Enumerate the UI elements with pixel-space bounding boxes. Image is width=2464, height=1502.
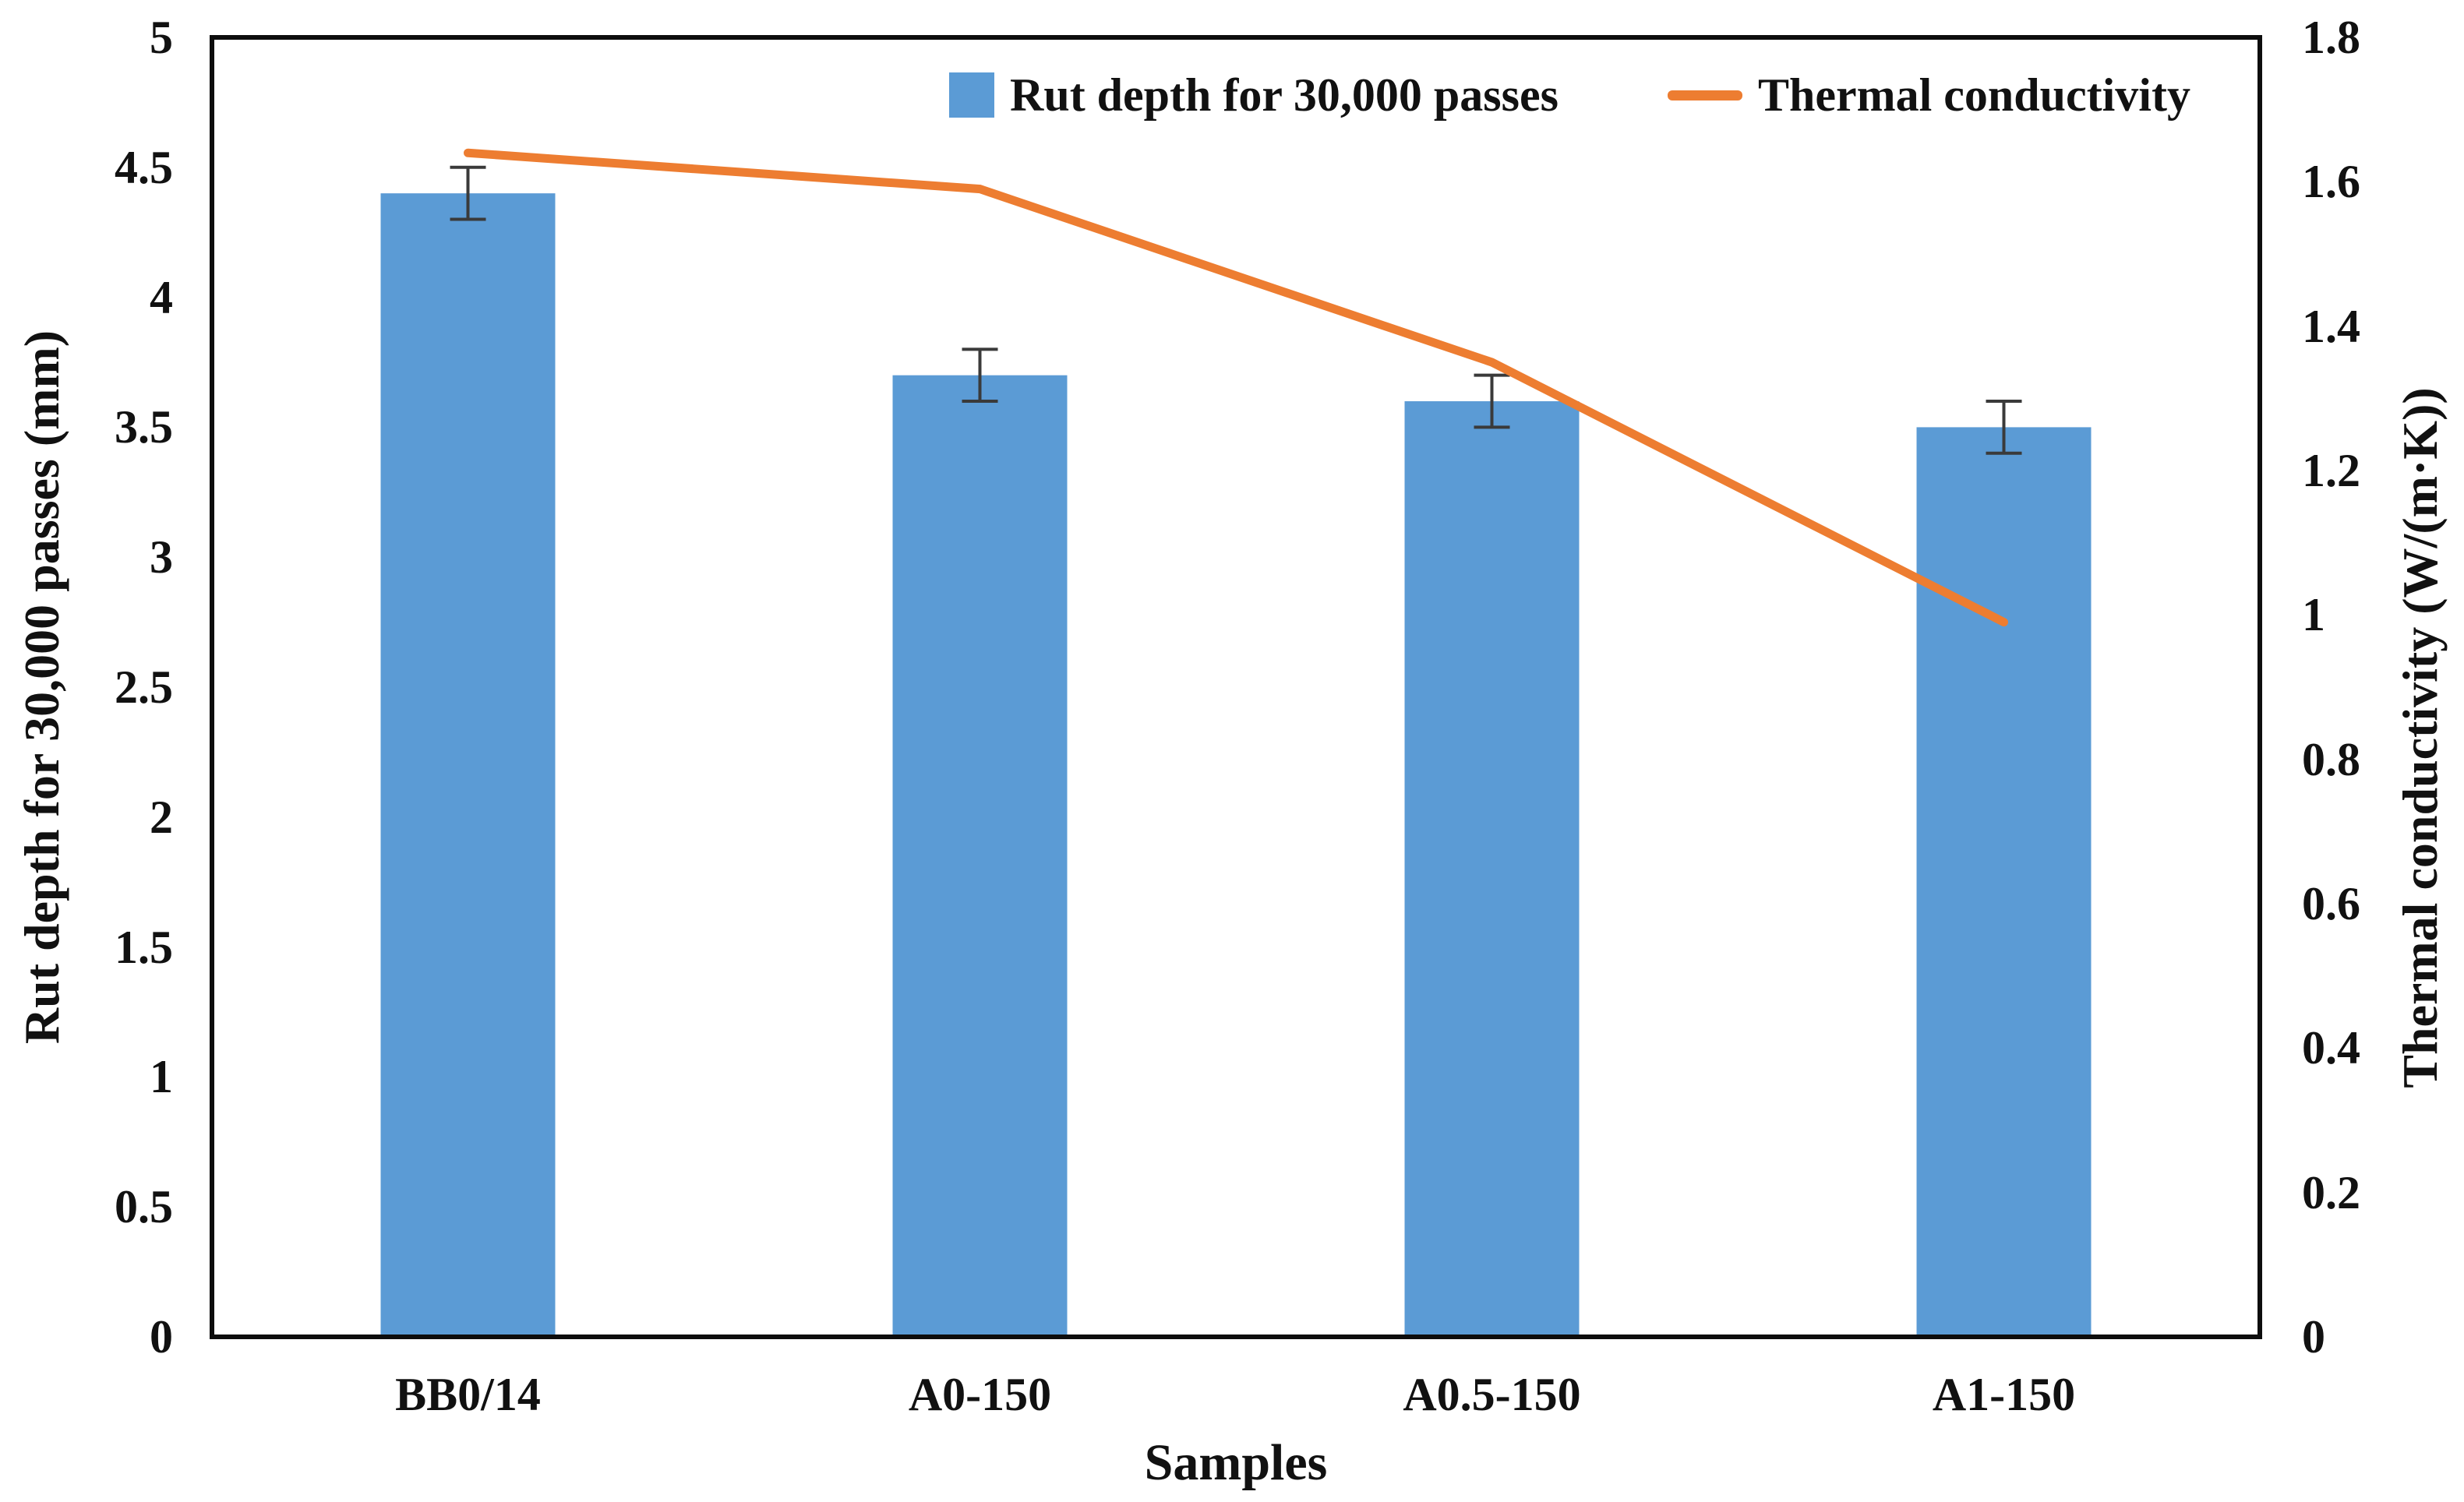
bar-A0-150 xyxy=(892,375,1068,1338)
right-tick-0.2: 0.2 xyxy=(2302,1166,2360,1218)
left-tick-2.5: 2.5 xyxy=(115,661,173,713)
error-bar-A1-150 xyxy=(1986,400,2022,455)
left-tick-5: 5 xyxy=(150,12,173,63)
left-tick-3: 3 xyxy=(150,531,173,584)
x-axis-title: Samples xyxy=(1144,1434,1328,1491)
left-tick-3.5: 3.5 xyxy=(115,401,173,453)
error-bar-A0-150 xyxy=(962,347,998,404)
legend-label: Rut depth for 30,000 passes xyxy=(1010,69,1559,121)
left-tick-0.5: 0.5 xyxy=(115,1181,173,1233)
right-tick-1: 1 xyxy=(2302,589,2325,641)
x-category-BB0/14: BB0/14 xyxy=(395,1369,541,1420)
bar-BB0/14 xyxy=(380,193,556,1337)
legend-item-thermal-conductivity: Thermal conductivity xyxy=(1667,69,2190,122)
bar-A0.5-150 xyxy=(1404,401,1580,1337)
bar-A1-150 xyxy=(1916,427,2092,1337)
plot-border xyxy=(210,35,2262,1339)
error-bar-BB0/14 xyxy=(450,165,486,221)
right-tick-1.2: 1.2 xyxy=(2302,445,2360,496)
left-tick-4.5: 4.5 xyxy=(115,141,173,193)
right-tick-0.6: 0.6 xyxy=(2302,878,2360,929)
x-category-A1-150: A1-150 xyxy=(1932,1369,2076,1420)
x-category-A0.5-150: A0.5-150 xyxy=(1403,1369,1581,1420)
left-tick-4: 4 xyxy=(150,271,173,323)
legend-bar-swatch-icon xyxy=(949,72,994,118)
left-axis-title: Rut depth for 30,000 passes (mm) xyxy=(14,330,69,1045)
right-tick-0.4: 0.4 xyxy=(2302,1022,2360,1074)
right-tick-1.4: 1.4 xyxy=(2302,300,2360,352)
legend-item-rut-depth: Rut depth for 30,000 passes xyxy=(949,69,1559,122)
x-category-A0-150: A0-150 xyxy=(908,1369,1052,1420)
legend-line-swatch-icon xyxy=(1667,90,1742,100)
legend-label: Thermal conductivity xyxy=(1757,69,2190,121)
error-bar-A0.5-150 xyxy=(1474,373,1510,429)
right-tick-1.6: 1.6 xyxy=(2302,156,2360,208)
line-thermal-conductivity xyxy=(464,148,2008,627)
right-tick-0: 0 xyxy=(2302,1311,2325,1363)
right-tick-0.8: 0.8 xyxy=(2302,733,2360,785)
left-tick-2: 2 xyxy=(150,791,173,843)
right-axis-title: Thermal conductivity (W/(m·K)) xyxy=(2392,387,2448,1088)
legend: Rut depth for 30,000 passes Thermal condu… xyxy=(949,62,2190,128)
left-tick-0: 0 xyxy=(150,1311,173,1363)
left-tick-1: 1 xyxy=(150,1051,173,1103)
left-tick-1.5: 1.5 xyxy=(115,921,173,973)
right-tick-1.8: 1.8 xyxy=(2302,12,2360,63)
